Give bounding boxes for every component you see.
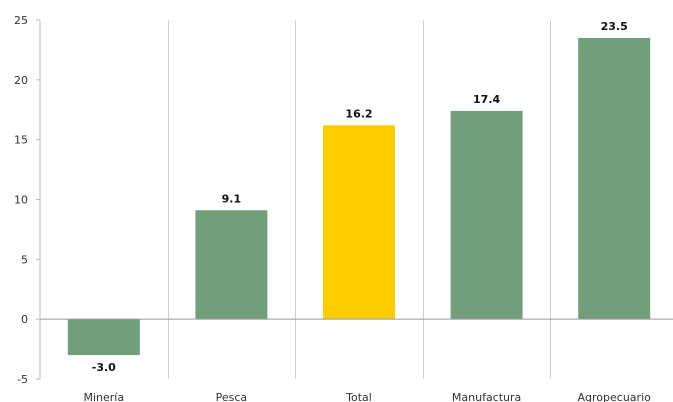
y-tick-label: 15 (14, 134, 28, 147)
y-tick-label: 5 (21, 253, 28, 266)
bar (67, 319, 140, 356)
y-tick-label: 0 (21, 313, 28, 326)
data-label: 16.2 (345, 107, 372, 120)
x-tick-label: Total (345, 391, 372, 402)
data-label: 23.5 (601, 20, 628, 33)
bar (323, 125, 395, 320)
bar (578, 37, 651, 320)
data-label: 17.4 (473, 93, 500, 106)
y-tick-label: 20 (14, 74, 28, 87)
y-tick-label: -5 (17, 373, 28, 386)
data-labels: -3.0 9.1 16.2 17.4 23.5 (92, 20, 628, 374)
x-tick-label: Minería (83, 391, 124, 402)
x-tick-label: Pesca (216, 391, 248, 402)
x-tick-label: Manufactura (452, 391, 521, 402)
y-axis: -5 0 5 10 15 20 25 (14, 14, 40, 386)
data-label: 9.1 (222, 192, 242, 205)
bar (450, 110, 523, 320)
y-tick-label: 10 (14, 194, 28, 207)
bars (67, 37, 651, 356)
x-tick-label: Agropecuario (578, 391, 652, 402)
x-axis: Minería Pesca Total Manufactura Agropecuario (40, 318, 673, 402)
data-label: -3.0 (92, 361, 116, 374)
y-tick-label: 25 (14, 14, 28, 27)
bar (195, 210, 268, 320)
